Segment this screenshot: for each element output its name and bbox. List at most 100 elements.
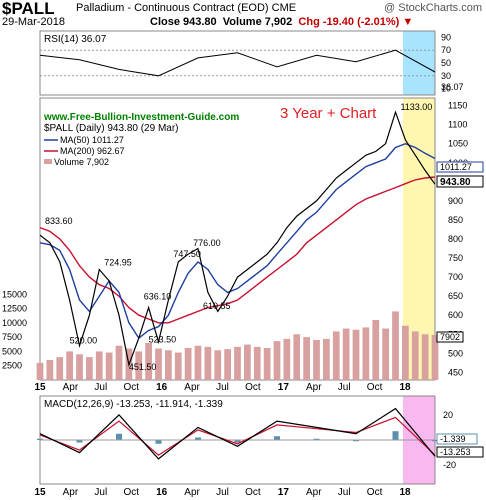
volume-last: 7902 [440, 332, 460, 342]
volume-bar [115, 345, 123, 380]
volume-bar [283, 338, 291, 380]
volume-bar [392, 311, 399, 380]
rsi-lines [39, 49, 436, 77]
macd-histogram-bar [37, 438, 43, 440]
x-axis-label: 16 [156, 382, 168, 393]
price-tick: 850 [448, 215, 463, 225]
macd-last: -1.339 [440, 434, 466, 444]
volume-bars [36, 311, 439, 380]
symbol-title: $PALL [2, 0, 55, 18]
x-axis-label: 15 [34, 487, 46, 498]
price-annotation: 610.55 [203, 301, 231, 311]
rsi-last-value: 36.07 [441, 82, 464, 92]
volume-bar [382, 328, 389, 380]
macd-histogram-bar [432, 440, 438, 442]
volume-tick: 10000 [2, 318, 27, 328]
rsi-tick: 90 [441, 32, 451, 42]
volume-bar [362, 327, 370, 380]
price-annotations: 833.60 724.95 520.00 451.50 636.10 523.50 747.… [45, 102, 432, 372]
legend-ma200: MA(200) 962.67 [60, 146, 125, 156]
macd-lines [39, 407, 436, 460]
x-axis-label: Oct [245, 382, 261, 393]
volume-bar [273, 341, 281, 380]
macd-label: MACD(12,26,9) -13.253, -11.914, -1.339 [44, 399, 223, 410]
rsi-tick: 50 [441, 58, 451, 68]
contract-subtitle: Palladium - Continuous Contract (EOD) CM… [76, 2, 296, 14]
volume-bar [155, 348, 162, 380]
rsi-frame [39, 30, 436, 96]
price-tick: 600 [448, 310, 463, 320]
volume-bar [165, 350, 172, 380]
macd-signal-line [39, 416, 436, 456]
x-axis-label: Jul [338, 487, 351, 498]
x-axis-label: 18 [399, 382, 411, 393]
volume-bar [421, 334, 429, 380]
rsi-tick: 70 [441, 45, 451, 55]
macd-histogram-bar [392, 431, 399, 440]
macd-histogram [37, 431, 438, 444]
volume-tick: 12500 [2, 304, 27, 314]
volume-bar [194, 345, 202, 380]
volume-tick: 15000 [2, 289, 27, 299]
signal-last: -13.253 [440, 447, 471, 457]
ma50-last: 1011.27 [440, 162, 472, 172]
x-axis-label: 15 [34, 382, 46, 393]
price-annotation: 776.00 [193, 238, 221, 248]
stockcharts-logo[interactable]: @ StockCharts.com [384, 2, 482, 14]
volume-bar [402, 325, 409, 380]
quote-summary: Close 943.80 Volume 7,902 Chg -19.40 (-2… [150, 16, 413, 28]
x-axis-label: 17 [278, 487, 290, 498]
price-tick: 800 [448, 234, 463, 244]
volume-bar [105, 352, 113, 380]
volume-bar [342, 328, 350, 380]
price-annotation: 636.10 [144, 291, 172, 301]
x-axis-label: Apr [63, 487, 79, 498]
rsi-tick: 10 [441, 84, 451, 94]
exchange-label: CME [271, 2, 297, 14]
macd-line [39, 407, 436, 460]
rsi-ticks: 90 70 50 30 10 [441, 32, 451, 93]
legend-ma50: MA(50) 1011.27 [60, 135, 124, 145]
price-tick: 1050 [448, 139, 468, 149]
x-axis-label: Oct [123, 487, 139, 498]
macd-histogram-bar [155, 440, 162, 444]
volume-bar [253, 346, 261, 380]
x-axis-label: Jul [94, 487, 107, 498]
volume-bar [145, 342, 152, 380]
volume-bar [263, 348, 271, 380]
price-tick: 1150 [448, 101, 467, 111]
macd-histogram-bar [234, 440, 241, 443]
volume-bar [204, 346, 212, 380]
quote-date: 29-Mar-2018 [2, 16, 65, 28]
volume-value: Volume 7,902 [222, 16, 293, 28]
ma50-line [39, 142, 436, 340]
volume-bar [234, 346, 241, 380]
volume-bar [56, 357, 64, 380]
watermark[interactable]: www.Free-Bullion-Investment-Guide.com [43, 112, 239, 123]
volume-tick: 2500 [2, 361, 22, 371]
price-tick: 500 [448, 348, 463, 358]
volume-bar [352, 329, 360, 380]
volume-bar [332, 331, 340, 380]
rsi-line [39, 49, 436, 77]
price-tick: 700 [448, 272, 463, 282]
subtitle-text: Palladium - Continuous Contract (EOD) [76, 2, 269, 14]
price-annotation: 451.50 [129, 362, 157, 372]
rsi-label: RSI(14) 36.07 [44, 34, 107, 45]
price-panel: 1150110010501000950900850800750700650600… [2, 97, 484, 381]
x-axis-label: Oct [367, 487, 383, 498]
volume-bar [293, 334, 301, 380]
rsi-panel: RSI(14) 36.07 90 70 50 30 10 36.07 [39, 30, 464, 96]
rsi-tick: 30 [441, 71, 451, 81]
macd-histogram-bar [274, 436, 280, 440]
volume-bar [174, 352, 182, 380]
volume-ticks: 15000 12500 10000 7500 5000 2500 [2, 289, 27, 370]
x-axis-label: Apr [184, 487, 200, 498]
x-axis-label: Apr [184, 382, 200, 393]
volume-bar [66, 351, 73, 380]
x-axis-label: Oct [245, 487, 261, 498]
volume-tick: 7500 [2, 332, 22, 342]
x-axis-bottom: 15 Apr Jul Oct 16 Apr Jul Oct 17 Apr Jul Oct 18 [34, 487, 411, 498]
x-axis-label: Apr [63, 382, 79, 393]
